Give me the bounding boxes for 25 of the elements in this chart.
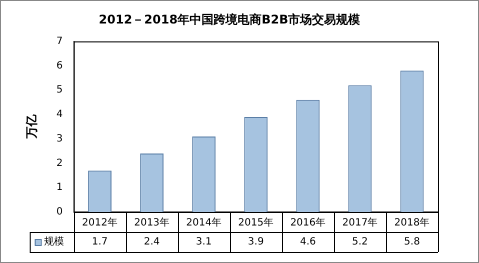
y-tick-label: 0: [56, 206, 63, 218]
y-tick-label: 5: [56, 84, 63, 96]
y-tick-label: 1: [56, 182, 63, 194]
y-tick-label: 2: [56, 158, 63, 169]
x-tick-label: 2015年: [238, 216, 274, 229]
chart-title: 2012－2018年中国跨境电商B2B市场交易规模: [98, 12, 360, 26]
x-tick-label: 2013年: [134, 216, 170, 229]
x-tick-label: 2016年: [290, 216, 326, 229]
legend-label: 规模: [44, 236, 64, 248]
y-axis-title: 万亿: [24, 114, 38, 140]
data-label: 3.1: [196, 236, 212, 248]
y-tick-label: 4: [56, 109, 63, 120]
data-label: 4.6: [300, 236, 316, 248]
data-label: 5.8: [404, 236, 420, 248]
y-tick-label: 6: [56, 60, 63, 72]
x-tick-label: 2018年: [394, 216, 430, 229]
x-tick-label: 2012年: [82, 216, 118, 229]
data-label: 5.2: [352, 236, 368, 248]
data-label: 1.7: [92, 236, 108, 248]
x-tick-label: 2017年: [342, 216, 378, 229]
data-label: 2.4: [144, 236, 160, 248]
data-label: 3.9: [248, 236, 264, 248]
x-tick-label: 2014年: [186, 216, 222, 229]
y-tick-label: 3: [56, 133, 63, 144]
y-tick-label: 7: [56, 36, 63, 47]
